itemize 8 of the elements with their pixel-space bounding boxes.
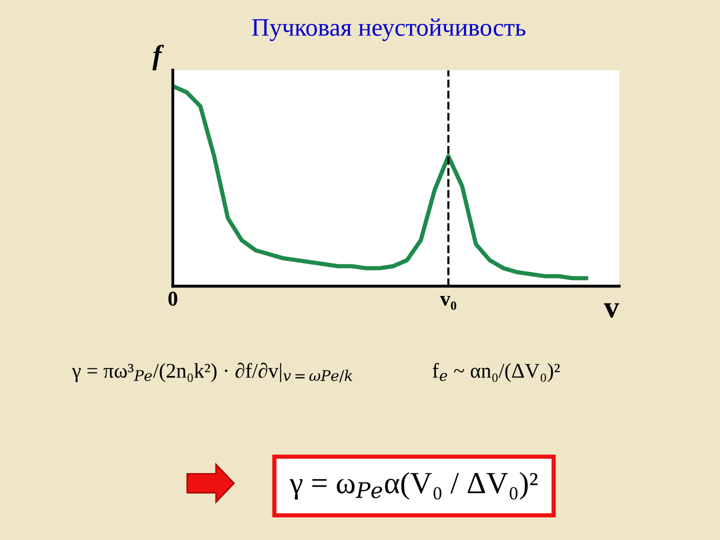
x-axis-title: v (604, 303, 620, 318)
text: f$_{e}$ ~ αn₀/(ΔV₀)² (432, 362, 560, 382)
x-tick-label: v₀ (440, 296, 456, 310)
y-axis-title: f (152, 44, 164, 70)
x-tick-label: 0 (168, 292, 178, 306)
chart-title: Пучковая неустойчивость (252, 18, 526, 42)
text: γ = ω$_{Pe}$α(V₀ / ΔV₀)² (290, 472, 538, 500)
text: γ = πω³$_{Pe}$/(2n₀k²) · ∂f/∂v|$_{v=ωPe/k}$ (72, 362, 352, 382)
